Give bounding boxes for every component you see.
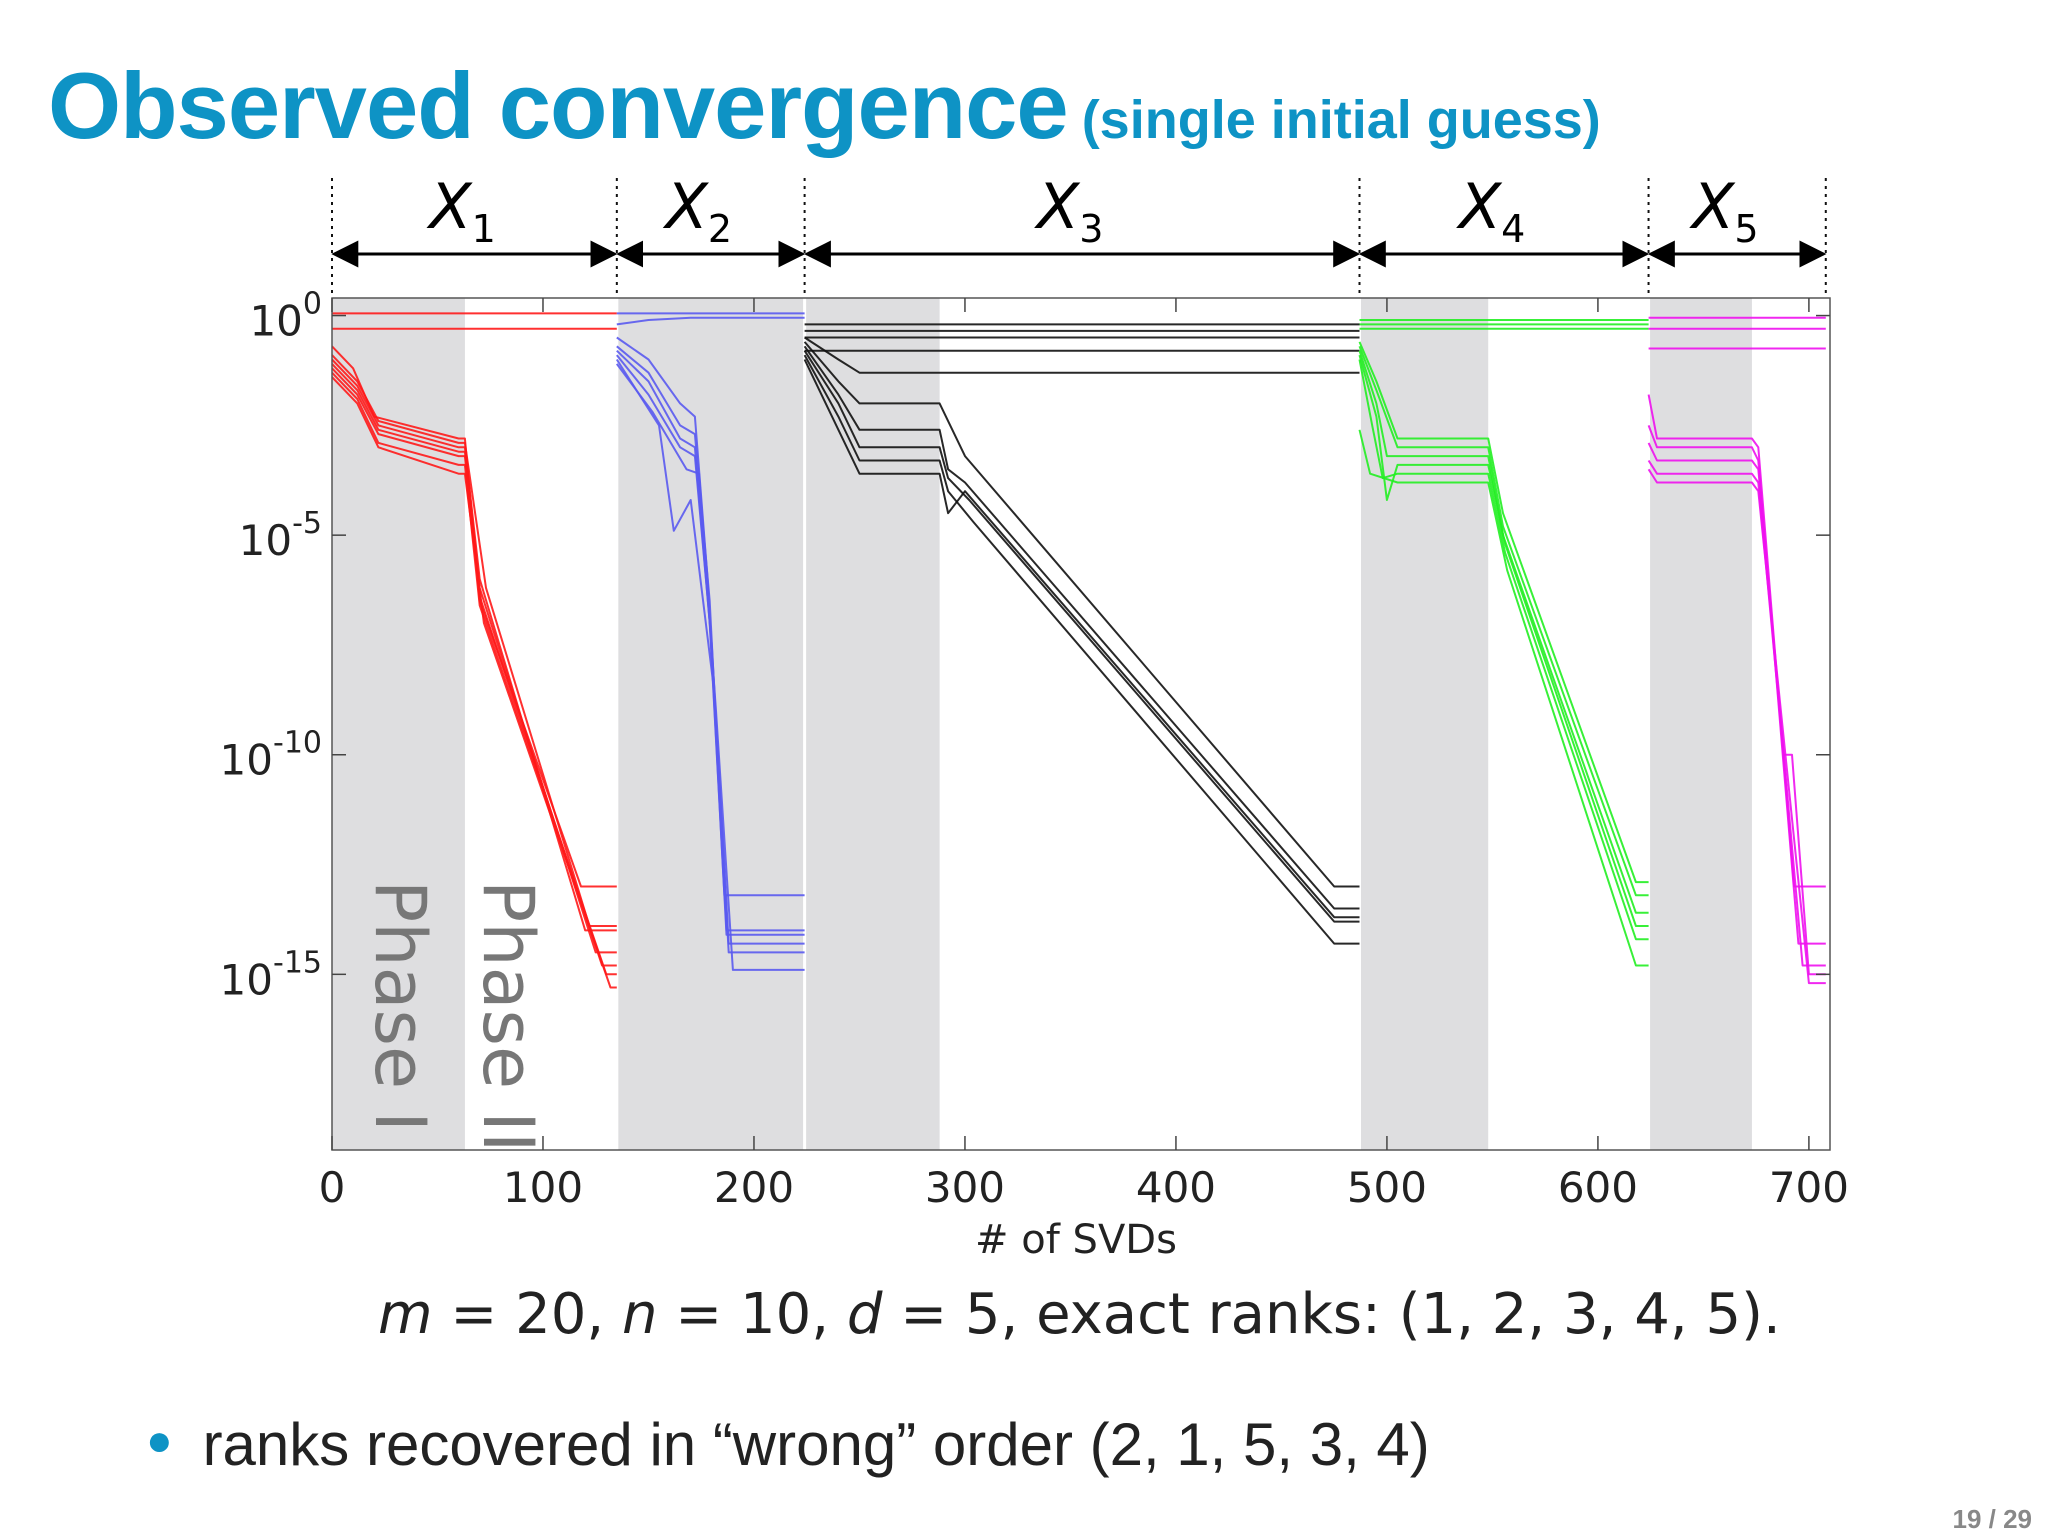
series-line-x3-25	[803, 350, 1360, 923]
series-line-x2-17	[615, 363, 805, 971]
series-line-x5-41	[1647, 425, 1826, 945]
phase1-region-3	[804, 298, 940, 1150]
series-line-x2-16	[615, 358, 805, 954]
series-line-x4-36	[1358, 429, 1649, 967]
bullet-item: ● ranks recovered in “wrong” order (2, 1,…	[146, 1410, 1430, 1479]
series-line-x2-14	[616, 349, 805, 936]
series-line-x3-23	[803, 341, 1360, 888]
series-line-x3-22	[804, 336, 1360, 374]
phase1-label: Phase I	[359, 880, 441, 1132]
caption-part1: = 20,	[432, 1282, 622, 1347]
phase1-region-2	[616, 298, 805, 1150]
series-line-x4-33	[1358, 350, 1649, 914]
segment-label-x5: X5	[1689, 170, 1759, 251]
segment-label-x2: X2	[662, 170, 732, 251]
x-tick-label-100: 100	[503, 1163, 583, 1212]
caption-part2: = 10,	[657, 1282, 847, 1347]
bullet-dot-icon: ●	[146, 1416, 173, 1465]
bullet-text: ranks recovered in “wrong” order (2, 1, …	[202, 1411, 1430, 1478]
phase1-region-4	[1359, 298, 1489, 1150]
slide-title: Observed convergence (single initial gues…	[48, 52, 1601, 160]
series-line-x3-24	[803, 345, 1360, 910]
title-subtitle: (single initial guess)	[1081, 90, 1601, 150]
caption-d: d	[846, 1282, 883, 1347]
series-line-x4-35	[1358, 359, 1649, 941]
plot-frame	[331, 297, 1831, 1151]
phase1-region-5	[1648, 298, 1752, 1150]
caption-m: m	[378, 1282, 433, 1347]
y-tick-label--15: 10-15	[220, 945, 322, 1004]
x-tick-label-300: 300	[925, 1163, 1005, 1212]
series-line-x1-9	[331, 376, 617, 989]
caption-part3: = 5, exact ranks: (1, 2, 3, 4, 5).	[882, 1282, 1781, 1347]
series-line-x4-32	[1358, 345, 1649, 897]
x-tick-label-0: 0	[319, 1163, 346, 1212]
x-tick-label-400: 400	[1136, 1163, 1216, 1212]
series-line-x1-4	[331, 354, 617, 927]
caption-n: n	[621, 1282, 658, 1347]
series-line-x4-34	[1358, 354, 1649, 927]
x-tick-label-700: 700	[1769, 1163, 1849, 1212]
x-tick-label-500: 500	[1347, 1163, 1427, 1212]
series-line-x3-27	[803, 359, 1360, 919]
series-line-x5-44	[1647, 468, 1826, 985]
series-line-x1-3	[331, 345, 617, 888]
x-tick-label-200: 200	[714, 1163, 794, 1212]
series-line-x4-31	[1358, 341, 1649, 884]
title-main: Observed convergence	[48, 53, 1069, 158]
series-line-x2-11	[616, 316, 805, 326]
y-tick-label--10: 10-10	[220, 726, 322, 785]
phase2-label: Phase II	[467, 880, 549, 1153]
page-number: 19 / 29	[1952, 1504, 2032, 1534]
series-line-x1-5	[331, 358, 617, 932]
segment-label-x1: X1	[426, 170, 496, 251]
x-axis-label: # of SVDs	[975, 1217, 1177, 1263]
y-tick-label--5: 10-5	[239, 506, 322, 565]
segment-label-x4: X4	[1456, 170, 1526, 251]
series-line-x3-26	[803, 354, 1360, 945]
y-tick-label-0: 100	[249, 287, 322, 346]
caption: m = 20, n = 10, d = 5, exact ranks: (1, …	[378, 1282, 1781, 1347]
x-tick-label-600: 600	[1558, 1163, 1638, 1212]
segment-label-x3: X3	[1034, 170, 1104, 251]
